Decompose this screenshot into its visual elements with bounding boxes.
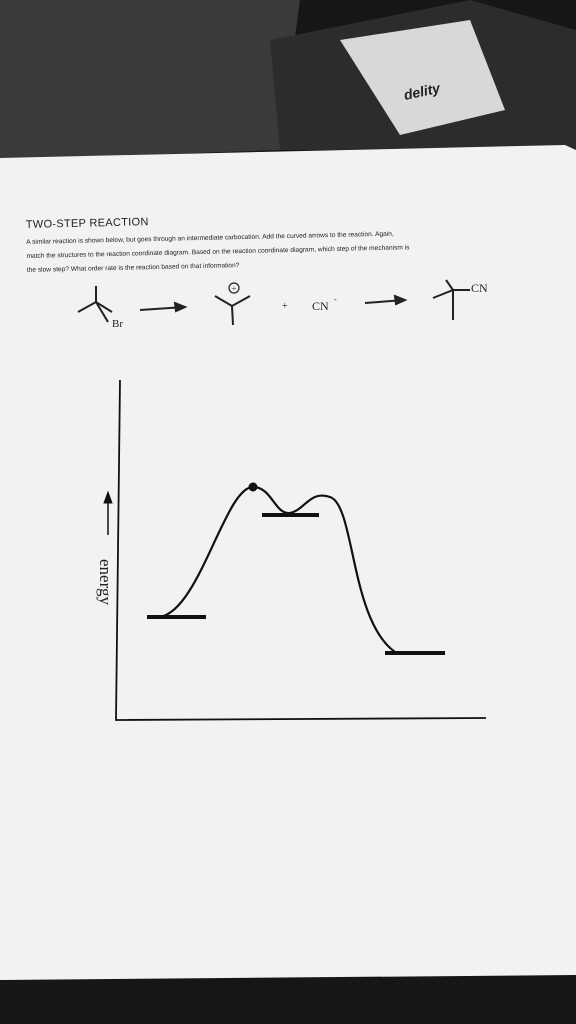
y-axis-label: energy	[96, 559, 115, 605]
paper	[0, 145, 576, 980]
energy-curve	[159, 485, 396, 653]
leaving-group: Br	[112, 318, 123, 330]
nucleophile-charge: -	[334, 295, 337, 304]
energy-levels	[147, 513, 445, 655]
arrowhead	[173, 301, 188, 313]
nucleophile: CN	[312, 299, 329, 313]
energy-arrowhead	[103, 490, 113, 504]
instruction-line: the slow step? What order rate is the re…	[27, 262, 240, 274]
transition-dot	[248, 482, 258, 492]
product-skeleton	[432, 279, 470, 320]
reaction-scheme	[77, 279, 470, 326]
arrowhead	[393, 294, 408, 306]
cation-skeleton	[214, 295, 251, 326]
charge-circle	[228, 282, 240, 294]
product-group: CN	[471, 281, 488, 295]
title: TWO-STEP REACTION	[26, 216, 149, 231]
desk	[0, 0, 300, 160]
plus: +	[282, 301, 288, 312]
box-label	[340, 20, 505, 135]
axes	[115, 379, 487, 721]
diagram	[103, 379, 487, 721]
reactant-skeleton	[77, 286, 113, 323]
box-text: delity	[402, 79, 442, 103]
cation-charge: +	[232, 284, 237, 293]
